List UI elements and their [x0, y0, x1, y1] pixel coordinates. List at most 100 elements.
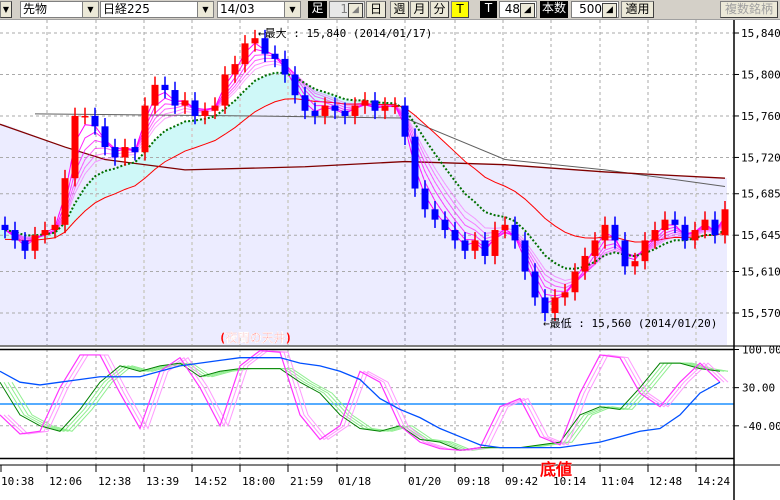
bars-value-stepper[interactable]: 500 ◢ — [571, 1, 619, 18]
symbol-value: 日経225 — [103, 2, 150, 16]
candle-down — [461, 240, 469, 251]
price-tick-label: 15,720 — [741, 151, 780, 164]
time-tick-label: 14:52 — [194, 475, 227, 488]
ribbon-line — [4, 42, 726, 305]
candle-up — [651, 230, 659, 241]
spinner-icon[interactable]: ◢ — [602, 3, 617, 18]
chart-background-fill — [0, 72, 727, 345]
osc-fast-lagged-line — [7, 350, 729, 451]
osc-fast-line — [0, 349, 721, 451]
candle-up — [601, 224, 609, 241]
time-tick-label: 12:06 — [49, 475, 82, 488]
market-value: 先物 — [23, 2, 48, 16]
week-button[interactable]: 週 — [390, 1, 409, 18]
candle-down — [411, 136, 419, 189]
candlesticks — [1, 29, 729, 322]
candle-up — [211, 105, 219, 111]
candle-up — [41, 230, 49, 236]
candle-down — [171, 90, 179, 106]
candle-up — [151, 84, 159, 106]
candle-up — [31, 235, 39, 251]
minute-button[interactable]: 分 — [430, 1, 449, 18]
max-price-annotation: ←最大 : 15,840 (2014/01/17) — [258, 26, 432, 40]
candle-up — [551, 297, 559, 313]
osc-slow-lagged-line — [3, 362, 725, 451]
tick-value: 48 — [504, 2, 520, 16]
market-select[interactable]: 先物 ▼ — [20, 1, 99, 18]
candle-up — [231, 64, 239, 75]
candle-up — [381, 105, 389, 111]
candle-up — [501, 224, 509, 231]
month-button[interactable]: 月 — [410, 1, 429, 18]
candle-up — [61, 178, 69, 225]
candle-down — [281, 58, 289, 75]
candle-down — [431, 209, 439, 220]
spinner-icon[interactable]: ◢ — [348, 3, 363, 18]
bars-label: 本数 — [540, 1, 568, 18]
apply-button[interactable]: 適用 — [621, 1, 654, 18]
candle-down — [341, 110, 349, 116]
chevron-down-icon[interactable]: ▼ — [82, 2, 98, 17]
candle-up — [491, 230, 499, 256]
ma-red-line — [4, 98, 726, 243]
tick-value-stepper[interactable]: 48 ◢ — [499, 1, 537, 18]
candle-down — [261, 38, 269, 54]
time-tick-label: 10:38 — [1, 475, 34, 488]
time-tick-label: 12:38 — [98, 475, 131, 488]
contract-value: 14/03 — [220, 2, 255, 16]
bars-value: 500 — [579, 2, 602, 16]
candle-up — [251, 38, 259, 44]
candle-up — [661, 219, 669, 231]
price-chart[interactable]: 15,840 15,800 15,760 15,720 15,685 15,645 15,6… — [0, 20, 780, 500]
candle-down — [481, 240, 489, 256]
candle-down — [191, 100, 199, 116]
time-tick-label: 13:39 — [146, 475, 179, 488]
spinner-icon[interactable]: ◢ — [520, 3, 535, 18]
bottom-price-note: 底値 — [540, 460, 572, 479]
time-tick-label: 01/20 — [408, 475, 441, 488]
tick-label: T — [480, 1, 497, 18]
candle-up — [361, 100, 369, 106]
candle-down — [671, 219, 679, 225]
candle-up — [121, 147, 129, 158]
multi-symbol-button[interactable]: 複数銘柄 — [720, 1, 778, 18]
menu-dropdown-button[interactable]: ▼ — [0, 1, 12, 18]
day-button[interactable]: 日 — [366, 1, 386, 18]
candle-up — [81, 115, 89, 118]
min-price-annotation: ←最低 : 15,560 (2014/01/20) — [543, 317, 717, 330]
candle-down — [1, 224, 9, 231]
tick-button[interactable]: T — [451, 1, 469, 18]
price-tick-label: 15,800 — [741, 68, 780, 81]
contract-select[interactable]: 14/03 ▼ — [217, 1, 301, 18]
candle-down — [131, 147, 139, 153]
candle-down — [271, 53, 279, 59]
candle-down — [291, 74, 299, 96]
time-tick-label: 09:42 — [505, 475, 538, 488]
candle-up — [141, 105, 149, 153]
osc-slow-lagged-line — [11, 362, 729, 451]
bar-count-stepper[interactable]: 1 ◢ — [329, 1, 365, 18]
candle-down — [531, 271, 539, 298]
osc-fast-lagged-line — [3, 350, 725, 451]
osc-slow-line — [0, 362, 721, 451]
time-tick-label: 10:14 — [553, 475, 586, 488]
candle-up — [471, 240, 479, 251]
candle-down — [611, 224, 619, 241]
time-tick-label: 01/18 — [338, 475, 371, 488]
osc-blue-line — [0, 357, 721, 449]
symbol-select[interactable]: 日経225 ▼ — [100, 1, 214, 18]
chevron-down-icon[interactable]: ▼ — [284, 2, 300, 17]
candle-up — [321, 105, 329, 116]
toolbar: ▼ 先物 ▼ 日経225 ▼ 14/03 ▼ 足 1 ◢ 日 週 月 分 T T 48 ◢… — [0, 0, 780, 20]
candle-down — [441, 219, 449, 231]
chevron-down-icon[interactable]: ▼ — [197, 2, 213, 17]
candle-down — [111, 147, 119, 158]
time-tick-label: 14:24 — [697, 475, 730, 488]
time-tick-label: 21:59 — [290, 475, 323, 488]
bar-count-value: 1 — [340, 2, 348, 16]
candle-down — [521, 240, 529, 272]
candle-up — [221, 74, 229, 106]
night-ceiling-note: (夜間の天井) — [220, 330, 291, 345]
price-tick-label: 15,840 — [741, 27, 780, 40]
price-tick-label: 15,760 — [741, 110, 780, 123]
